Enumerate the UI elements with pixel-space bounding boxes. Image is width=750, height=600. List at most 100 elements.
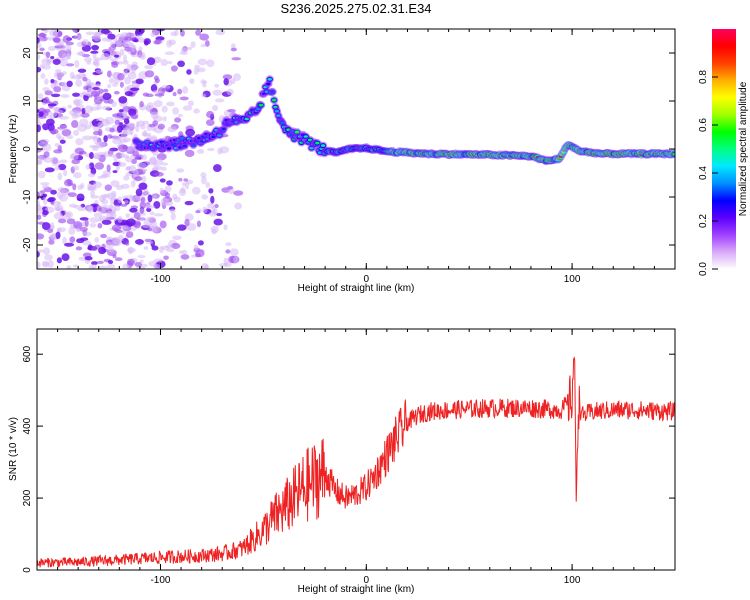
noise-speckle [84, 82, 95, 86]
noise-speckle [116, 61, 124, 65]
noise-speckle [135, 78, 144, 85]
colorbar-tick-label: 0.4 [698, 166, 709, 180]
colorbar-tick-label: 0.8 [698, 70, 709, 84]
noise-speckle [74, 29, 79, 34]
noise-speckle [139, 259, 144, 263]
noise-speckle [37, 53, 41, 61]
noise-speckle [214, 203, 219, 209]
noise-speckle [117, 196, 122, 204]
noise-speckle [50, 222, 55, 229]
noise-speckle [184, 149, 195, 158]
noise-speckle [69, 236, 76, 243]
noise-speckle [206, 110, 215, 119]
noise-speckle [130, 122, 136, 127]
noise-speckle [61, 129, 72, 137]
noise-speckle [183, 178, 189, 182]
noise-speckle [134, 262, 143, 267]
ridge-core [672, 153, 675, 156]
noise-speckle [118, 162, 127, 167]
noise-speckle [184, 181, 190, 190]
noise-speckle [53, 85, 62, 93]
noise-speckle [49, 234, 57, 240]
noise-speckle [138, 182, 148, 190]
noise-speckle [211, 206, 216, 214]
noise-speckle [96, 260, 104, 265]
noise-speckle [73, 129, 80, 136]
noise-speckle [39, 64, 46, 69]
noise-speckle [159, 246, 164, 254]
noise-speckle [139, 216, 145, 221]
noise-speckle [214, 83, 220, 88]
noise-speckle [37, 250, 40, 258]
noise-speckle [103, 135, 108, 143]
ridge-core [137, 142, 143, 145]
noise-speckle [122, 60, 129, 65]
ridge-core [315, 141, 320, 145]
noise-speckle [227, 185, 234, 190]
noise-speckle [185, 128, 196, 137]
noise-speckle [37, 66, 42, 73]
noise-speckle [176, 168, 185, 173]
noise-speckle [151, 166, 159, 172]
snr-series-line [37, 356, 675, 568]
noise-speckle [117, 125, 123, 133]
noise-speckle [68, 227, 76, 235]
noise-speckle [107, 33, 116, 40]
noise-speckle [88, 151, 94, 160]
noise-speckle [190, 41, 196, 48]
spectrogram-xtick-label: 0 [364, 274, 370, 285]
noise-speckle [74, 147, 85, 155]
noise-speckle [53, 37, 61, 44]
noise-speckle [59, 116, 70, 120]
noise-speckle [39, 182, 50, 186]
noise-speckle [92, 61, 99, 66]
noise-speckle [225, 242, 232, 247]
noise-speckle [77, 68, 87, 73]
snr-panel: -100 0 100 0 200 400 600 Height of straight li… [8, 328, 676, 595]
noise-speckle [104, 184, 113, 191]
spectrogram-ridge-layer [131, 75, 675, 166]
noise-speckle [178, 177, 183, 182]
ridge-core [264, 90, 270, 93]
colorbar-tick-label: 0.6 [698, 118, 709, 132]
noise-speckle [207, 147, 215, 152]
noise-speckle [130, 44, 136, 53]
noise-speckle [82, 76, 88, 82]
noise-speckle [124, 200, 129, 204]
noise-speckle [200, 172, 207, 178]
ridge-core [173, 146, 179, 150]
noise-speckle [42, 197, 48, 206]
colorbar-tick-label: 0.0 [698, 262, 709, 276]
noise-speckle [85, 164, 91, 170]
noise-speckle [211, 228, 217, 235]
noise-speckle [129, 207, 138, 213]
noise-speckle [90, 50, 99, 54]
noise-speckle [156, 158, 164, 166]
noise-speckle [114, 205, 121, 212]
noise-speckle [151, 220, 158, 229]
ridge-core [191, 143, 196, 147]
noise-speckle [184, 218, 190, 227]
noise-speckle [107, 83, 112, 89]
noise-speckle [57, 218, 67, 224]
noise-speckle [62, 236, 67, 245]
noise-speckle [164, 185, 172, 193]
noise-speckle [43, 156, 53, 163]
noise-speckle [123, 127, 131, 132]
noise-speckle [107, 247, 115, 253]
ridge-core [320, 144, 326, 147]
noise-speckle [42, 100, 51, 104]
noise-speckle [114, 257, 123, 262]
noise-speckle [111, 236, 121, 245]
noise-speckle [55, 231, 61, 240]
noise-speckle [133, 65, 140, 70]
noise-speckle [83, 85, 89, 91]
snr-ytick-label: 600 [22, 345, 33, 362]
noise-speckle [130, 114, 139, 120]
noise-speckle [54, 42, 65, 51]
noise-speckle [114, 119, 120, 125]
noise-speckle [230, 78, 236, 85]
noise-speckle [164, 51, 175, 55]
noise-speckle [100, 233, 107, 239]
noise-speckle [122, 40, 131, 48]
